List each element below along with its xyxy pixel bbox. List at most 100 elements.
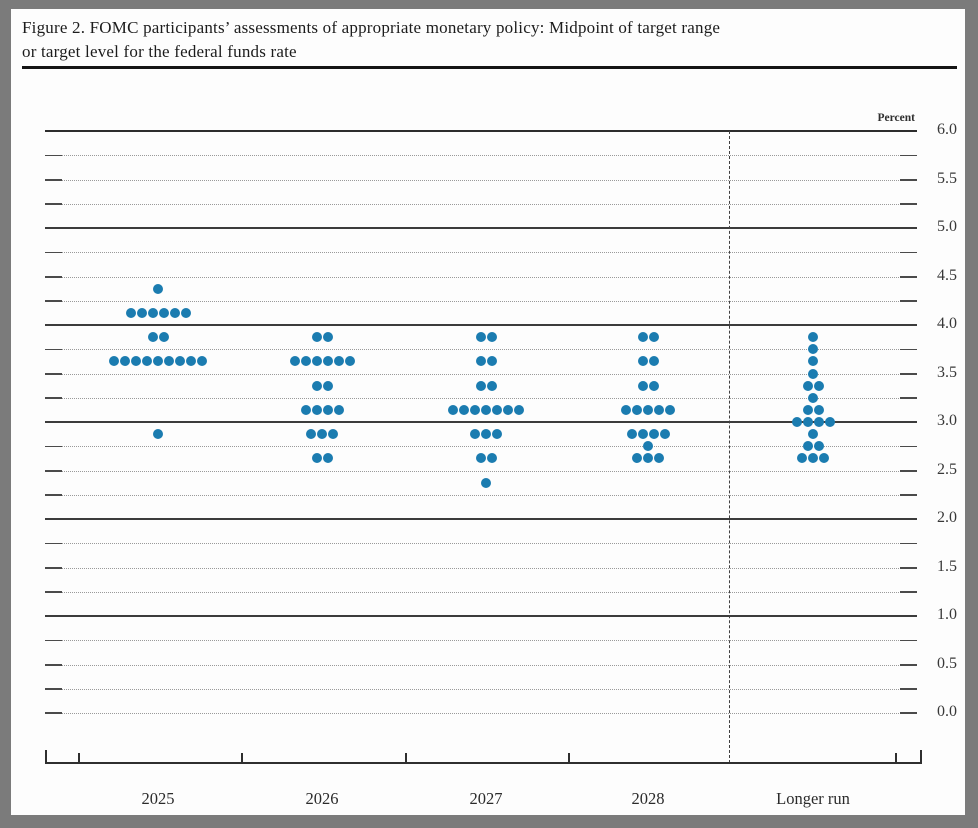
y-axis-label-2.5: 2.5 <box>937 460 957 478</box>
y-axis-label-1.5: 1.5 <box>937 557 957 575</box>
dot-longer-run-3.125 <box>802 404 813 415</box>
dot-2025-2.875 <box>153 429 163 440</box>
dot-2025-3.625 <box>175 356 185 367</box>
longer-run-separator-line <box>729 131 730 763</box>
gridline-right-tick <box>900 712 917 715</box>
gridline-dashed-3.75 <box>45 348 917 351</box>
gridline-dashed-4.25 <box>45 300 917 302</box>
dot-longer-run-3.875 <box>808 332 818 343</box>
dot-2027-3.125 <box>514 404 524 415</box>
dot-2025-4.125 <box>180 307 191 318</box>
y-axis-unit-label: Percent <box>877 112 915 124</box>
gridline-right-tick <box>900 251 917 254</box>
dot-2027-3.125 <box>448 404 458 415</box>
gridline-right-tick <box>900 469 917 472</box>
gridline-dashed-2.50 <box>45 469 917 472</box>
gridline-dashed-3.50 <box>45 372 917 375</box>
gridline-right-tick <box>900 566 917 569</box>
dot-longer-run-3 <box>824 417 835 427</box>
dot-2026-3.625 <box>333 356 344 367</box>
dot-2027-2.875 <box>470 429 480 440</box>
dot-longer-run-2.75 <box>802 441 813 452</box>
y-axis-label-4.5: 4.5 <box>937 266 957 284</box>
dot-longer-run-3.375 <box>802 380 813 391</box>
dot-2025-4.125 <box>125 307 136 318</box>
y-axis-label-3.0: 3.0 <box>937 412 957 429</box>
gridline-right-tick <box>900 348 917 351</box>
dot-2028-3.125 <box>621 404 631 415</box>
x-axis-tick-4 <box>895 753 897 763</box>
gridline-left-tick <box>45 639 62 642</box>
gridline-dashed-3.25 <box>45 397 917 399</box>
gridline-left-tick <box>45 300 62 302</box>
dot-2026-3.375 <box>322 380 333 391</box>
dot-2027-2.625 <box>486 453 497 464</box>
x-axis-label-2025: 2025 <box>141 789 175 808</box>
dot-longer-run-3.25 <box>808 392 818 403</box>
gridline-left-tick <box>45 469 62 472</box>
x-axis-label-longer-run: Longer run <box>776 789 850 808</box>
dot-2026-2.625 <box>322 453 333 464</box>
dot-2025-3.625 <box>197 356 207 367</box>
dot-2026-3.625 <box>322 356 333 367</box>
dot-2026-2.625 <box>311 453 322 464</box>
gridline-left-tick <box>45 688 62 690</box>
dot-2028-3.125 <box>654 404 664 415</box>
gridline-dashed-0.25 <box>45 688 917 690</box>
gridline-left-tick <box>45 275 62 278</box>
gridline-solid-4.00 <box>45 324 917 326</box>
x-axis-end-tick-left <box>45 750 47 763</box>
dot-longer-run-3 <box>802 417 813 427</box>
dot-2027-3.125 <box>481 404 491 415</box>
dot-2028-3.375 <box>648 380 659 391</box>
dot-longer-run-3.375 <box>813 380 824 391</box>
gridline-dashed-0.50 <box>45 663 917 666</box>
dot-longer-run-2.875 <box>808 429 818 440</box>
dot-2025-4.125 <box>169 307 180 318</box>
dot-2028-3.625 <box>637 356 648 367</box>
dot-2025-3.625 <box>109 356 119 367</box>
gridline-left-tick <box>45 445 62 448</box>
gridline-right-tick <box>900 494 917 496</box>
x-axis-line <box>45 762 922 764</box>
gridline-left-tick <box>45 542 62 545</box>
gridline-dashed-0.00 <box>45 712 917 715</box>
dot-2028-2.875 <box>637 429 648 440</box>
dot-2027-3.125 <box>492 404 502 415</box>
gridline-dashed-5.75 <box>45 154 917 157</box>
y-axis-label-0.5: 0.5 <box>937 654 957 672</box>
dot-longer-run-2.625 <box>819 453 829 464</box>
dot-2027-3.125 <box>503 404 513 415</box>
dot-2027-3.125 <box>470 404 480 415</box>
gridline-left-tick <box>45 494 62 496</box>
dot-2028-3.125 <box>643 404 653 415</box>
dot-2028-3.375 <box>637 380 648 391</box>
gridline-right-tick <box>900 372 917 375</box>
dot-2028-2.625 <box>643 453 653 464</box>
dot-2028-3.625 <box>648 356 659 367</box>
gridline-left-tick <box>45 348 62 351</box>
gridline-left-tick <box>45 178 62 181</box>
gridline-left-tick <box>45 251 62 254</box>
dot-2026-2.875 <box>317 429 327 440</box>
gridline-right-tick <box>900 397 917 399</box>
figure-page: Figure 2. FOMC participants’ assessments… <box>11 9 965 815</box>
gridline-left-tick <box>45 712 62 715</box>
gridline-left-tick <box>45 663 62 666</box>
gridline-right-tick <box>900 275 917 278</box>
y-axis-label-5.0: 5.0 <box>937 218 957 235</box>
dot-2027-3.375 <box>486 380 497 391</box>
dot-longer-run-2.75 <box>813 441 824 452</box>
dot-longer-run-3.125 <box>813 404 824 415</box>
dot-plot-chart: Percent 6.0 5.5 5.0 4.5 4.0 3.5 3.0 2.5 2.0 1.5 1.… <box>11 9 965 815</box>
gridline-left-tick <box>45 566 62 569</box>
dot-2027-2.375 <box>481 477 491 488</box>
dot-2028-3.875 <box>637 332 648 343</box>
dot-2026-3.625 <box>344 356 355 367</box>
gridline-dashed-0.75 <box>45 639 917 642</box>
y-axis-label-4.0: 4.0 <box>937 315 957 332</box>
dot-2026-3.125 <box>322 404 333 415</box>
dot-2028-3.125 <box>632 404 642 415</box>
x-axis-label-2027: 2027 <box>469 789 503 808</box>
dot-2026-3.125 <box>300 404 311 415</box>
